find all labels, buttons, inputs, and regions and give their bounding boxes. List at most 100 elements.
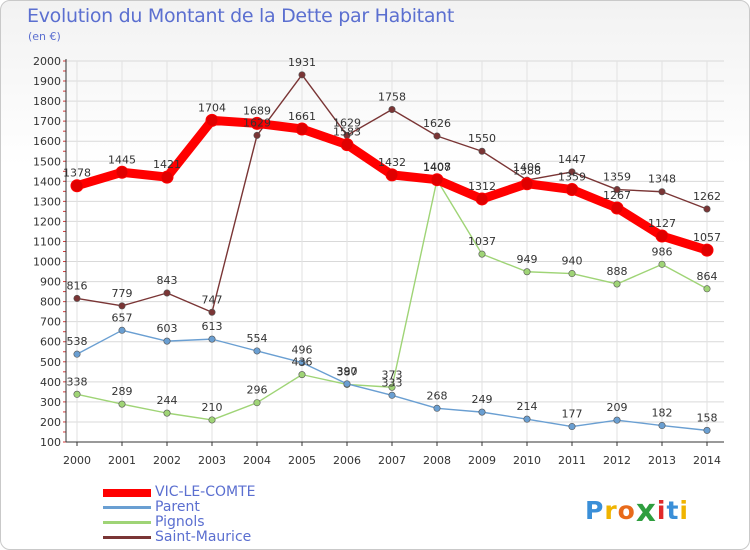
- y-tick-label: 1500: [33, 155, 61, 168]
- data-label: 387: [337, 365, 358, 378]
- data-point: [340, 138, 354, 152]
- data-point: [388, 106, 396, 114]
- data-point: [610, 201, 624, 215]
- data-point: [433, 404, 441, 412]
- y-tick-label: 1000: [33, 256, 61, 269]
- data-label: 1312: [468, 180, 496, 193]
- y-tick-label: 700: [40, 316, 61, 329]
- data-label: 657: [112, 311, 133, 324]
- data-point: [160, 170, 174, 184]
- legend-swatch: [103, 489, 151, 497]
- y-tick-label: 1900: [33, 75, 61, 88]
- data-point: [73, 390, 81, 398]
- data-point: [208, 335, 216, 343]
- data-point: [523, 415, 531, 423]
- x-tick-label: 2011: [558, 454, 586, 467]
- data-point: [298, 371, 306, 379]
- data-label: 1037: [468, 235, 496, 248]
- data-point: [520, 177, 534, 191]
- data-label: 209: [607, 401, 628, 414]
- data-point: [295, 122, 309, 136]
- data-label: 1262: [693, 190, 721, 203]
- data-point: [523, 268, 531, 276]
- data-point: [118, 326, 126, 334]
- data-label: 268: [427, 389, 448, 402]
- y-tick-label: 800: [40, 296, 61, 309]
- logo-letter: i: [656, 496, 667, 525]
- y-tick-label: 1600: [33, 135, 61, 148]
- data-point: [253, 399, 261, 407]
- data-label: 747: [202, 293, 223, 306]
- data-label: 1629: [243, 116, 271, 129]
- data-label: 779: [112, 287, 133, 300]
- data-label: 1421: [153, 158, 181, 171]
- legend-swatch: [103, 506, 151, 509]
- data-point: [433, 132, 441, 140]
- data-point: [478, 147, 486, 155]
- y-tick-label: 500: [40, 356, 61, 369]
- logo-letter: P: [585, 496, 605, 525]
- data-label: 1359: [558, 171, 586, 184]
- data-point: [703, 285, 711, 293]
- data-point: [568, 168, 576, 176]
- y-tick-label: 2000: [33, 55, 61, 68]
- data-point: [703, 426, 711, 434]
- chart-title: Evolution du Montant de la Dette par Hab…: [27, 5, 455, 27]
- data-label: 158: [697, 411, 718, 424]
- y-tick-label: 1400: [33, 175, 61, 188]
- data-label: 1550: [468, 132, 496, 145]
- legend-swatch: [103, 536, 151, 539]
- data-point: [343, 380, 351, 388]
- x-tick-label: 2007: [378, 454, 406, 467]
- data-point: [430, 173, 444, 187]
- data-label: 436: [292, 356, 313, 369]
- x-tick-label: 2002: [153, 454, 181, 467]
- data-point: [388, 383, 396, 391]
- data-label: 496: [292, 344, 313, 357]
- legend-swatch: [103, 521, 151, 524]
- x-tick-label: 2014: [693, 454, 721, 467]
- data-point: [253, 347, 261, 355]
- data-label: 1127: [648, 217, 676, 230]
- data-point: [163, 337, 171, 345]
- y-tick-label: 200: [40, 416, 61, 429]
- data-label: 289: [112, 385, 133, 398]
- data-label: 1583: [333, 126, 361, 139]
- data-label: 1661: [288, 110, 316, 123]
- y-tick-label: 900: [40, 276, 61, 289]
- data-point: [163, 289, 171, 297]
- y-tick-label: 400: [40, 376, 61, 389]
- data-label: 1407: [423, 161, 451, 174]
- y-tick-label: 1300: [33, 195, 61, 208]
- data-point: [115, 165, 129, 179]
- y-tick-label: 600: [40, 336, 61, 349]
- data-point: [73, 294, 81, 302]
- data-point: [385, 168, 399, 182]
- data-label: 1758: [378, 91, 406, 104]
- data-label: 949: [517, 253, 538, 266]
- data-point: [73, 350, 81, 358]
- data-label: 1388: [513, 165, 541, 178]
- data-label: 210: [202, 401, 223, 414]
- x-tick-label: 2001: [108, 454, 136, 467]
- data-label: 554: [247, 332, 268, 345]
- data-label: 1348: [648, 173, 676, 186]
- data-label: 1626: [423, 117, 451, 130]
- data-point: [703, 205, 711, 213]
- data-label: 1447: [558, 153, 586, 166]
- legend-item-vic-le-comte: VIC-LE-COMTE: [99, 484, 359, 500]
- data-label: 1267: [603, 189, 631, 202]
- data-point: [298, 359, 306, 367]
- data-label: 390: [337, 365, 358, 378]
- data-label: 1057: [693, 231, 721, 244]
- y-tick-label: 1100: [33, 235, 61, 248]
- data-point: [658, 260, 666, 268]
- data-label: 296: [247, 384, 268, 397]
- data-label: 1359: [603, 171, 631, 184]
- legend-item-saint-maurice: Saint-Maurice: [99, 529, 359, 545]
- data-point: [208, 416, 216, 424]
- data-point: [253, 131, 261, 139]
- y-tick-label: 1200: [33, 215, 61, 228]
